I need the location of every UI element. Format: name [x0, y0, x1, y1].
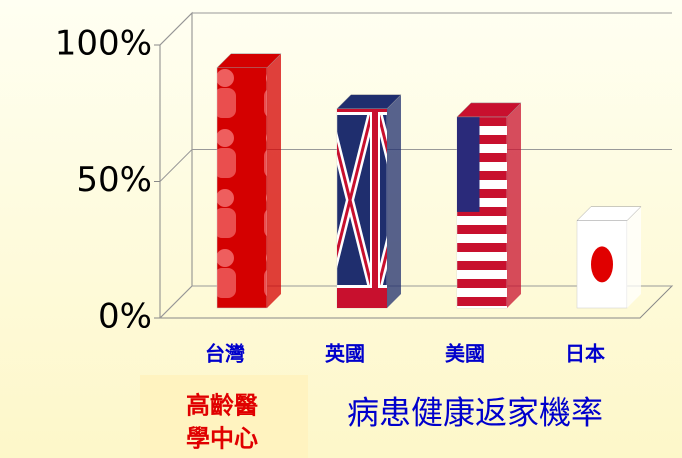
bar-side	[387, 94, 401, 309]
y-tick-label: 100%	[55, 24, 152, 64]
source: 高齡醫	[186, 391, 258, 420]
x-tick-label: 台灣	[205, 342, 245, 366]
bar-top	[576, 206, 642, 221]
x-tick-label: 英國	[325, 342, 365, 366]
bar-canton	[457, 116, 480, 212]
grid-line	[159, 12, 672, 46]
y-tick-label: 50%	[76, 160, 152, 200]
chart-title: 病患健康返家機率	[347, 394, 603, 432]
bar-emblem	[591, 246, 613, 283]
bar-side	[507, 102, 521, 309]
x-tick-label: 美國	[445, 342, 485, 366]
bar-top	[216, 53, 282, 69]
bar-pattern	[217, 67, 267, 308]
x-tick-label: 日本	[565, 342, 605, 366]
bar-pattern	[337, 108, 387, 309]
plot: 0% 50% 100% 台灣 英國 美國 日本	[55, 11, 674, 366]
source-box	[140, 375, 308, 458]
y-tick-label: 0%	[98, 297, 152, 337]
source: 學中心	[186, 424, 258, 453]
bar-side	[627, 206, 641, 308]
bar-top	[336, 94, 402, 109]
bar-side	[267, 53, 281, 309]
bar-top	[456, 102, 522, 118]
